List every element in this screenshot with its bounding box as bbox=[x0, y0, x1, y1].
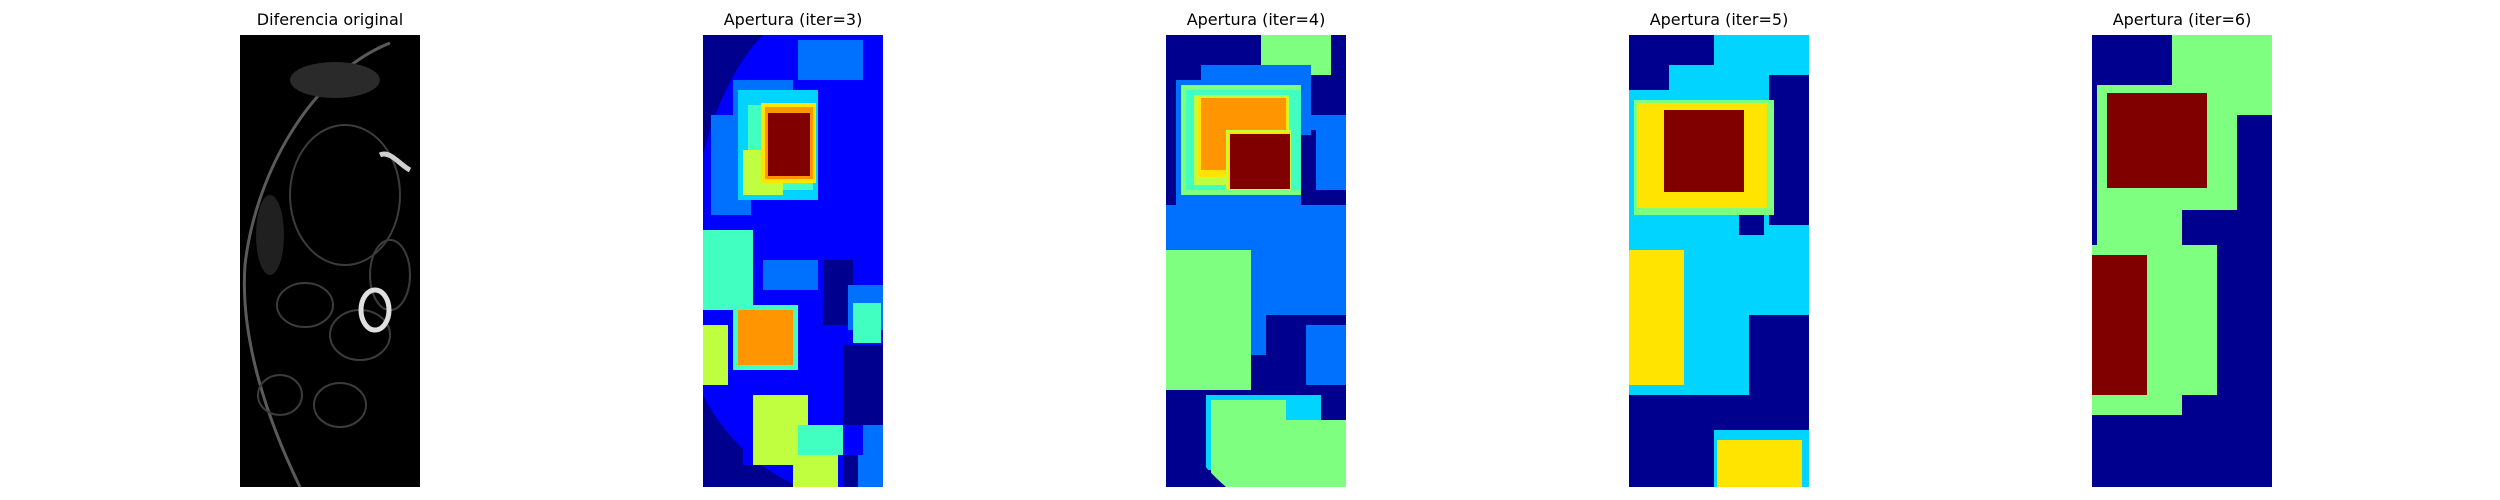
panel-title: Apertura (iter=4) bbox=[1186, 10, 1326, 29]
jet-colormap-label-image bbox=[1166, 35, 1346, 487]
label-image-svg bbox=[703, 35, 883, 487]
jet-colormap-label-image bbox=[2092, 35, 2272, 487]
jet-colormap-label-image bbox=[1629, 35, 1809, 487]
panel-opening-iter-6: Apertura (iter=6) bbox=[2032, 0, 2332, 500]
label-image-svg bbox=[1629, 35, 1809, 487]
panel-opening-iter-5: Apertura (iter=5) bbox=[1569, 0, 1869, 500]
panel-title: Apertura (iter=5) bbox=[1649, 10, 1789, 29]
panel-opening-iter-4: Apertura (iter=4) bbox=[1106, 0, 1406, 500]
label-image-svg bbox=[2092, 35, 2272, 487]
grayscale-image-svg bbox=[240, 35, 420, 487]
panel-title: Diferencia original bbox=[256, 10, 404, 29]
panel-original-difference: Diferencia original bbox=[180, 0, 480, 500]
panel-title: Apertura (iter=3) bbox=[723, 10, 863, 29]
label-image-svg bbox=[1166, 35, 1346, 487]
grayscale-difference-image bbox=[240, 35, 420, 487]
panel-opening-iter-3: Apertura (iter=3) bbox=[643, 0, 943, 500]
panel-title: Apertura (iter=6) bbox=[2112, 10, 2252, 29]
jet-colormap-label-image bbox=[703, 35, 883, 487]
